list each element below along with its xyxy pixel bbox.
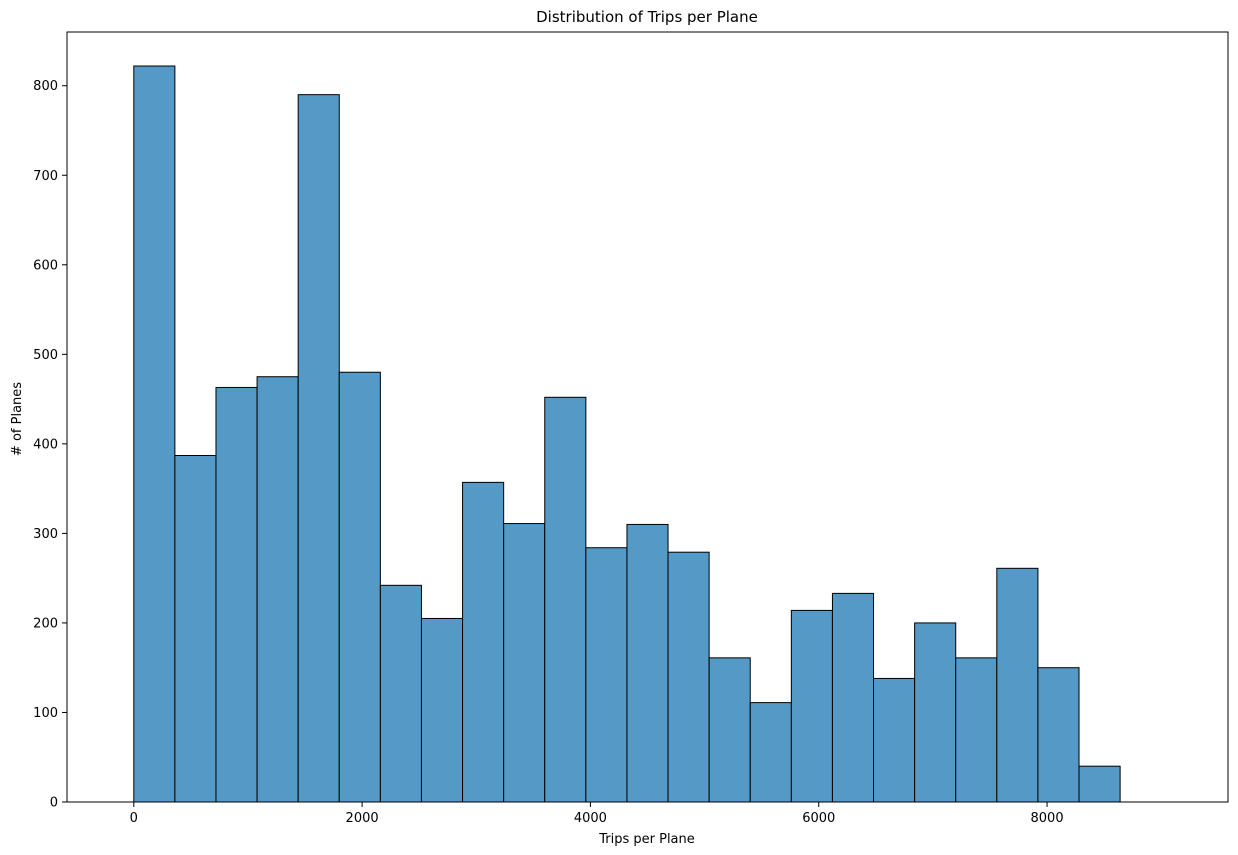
histogram-bar [420,617,464,803]
y-tick-label: 100 [33,706,58,721]
y-tick-label: 800 [33,79,58,94]
histogram-bar [790,609,833,803]
x-tick-label: 4000 [574,811,607,826]
histogram-bar [133,65,176,803]
y-tick-label: 300 [33,527,58,542]
histogram-bar [749,702,792,803]
y-tick-label: 200 [33,616,58,631]
histogram-bar [544,396,587,803]
x-axis-label: Trips per Plane [598,832,695,847]
x-axis: 0 2000 4000 6000 8000 [130,802,1064,826]
histogram-bar [338,371,381,803]
y-tick-label: 500 [33,348,58,363]
x-tick-label: 0 [130,811,138,826]
plot-frame [66,31,1229,803]
histogram-bar [626,523,669,803]
histogram-bar [379,584,422,803]
histogram-bar [503,523,546,803]
histogram-bar [462,481,505,803]
histogram-bar [914,622,957,803]
x-tick-label: 2000 [346,811,379,826]
bars-layer [133,65,1121,803]
histogram-bar [215,386,258,803]
y-tick-label: 0 [50,796,58,811]
histogram-bar [955,657,998,803]
histogram-bar [174,455,217,803]
y-axis-label: # of Planes [10,382,25,456]
histogram-bar [297,94,340,803]
x-tick-label: 8000 [1031,811,1064,826]
histogram-bar [585,547,628,803]
histogram-bar [996,567,1039,803]
x-tick-label: 6000 [802,811,835,826]
y-axis: 0 100 200 300 400 500 600 700 800 [33,79,67,811]
y-tick-label: 400 [33,437,58,452]
chart-title: Distribution of Trips per Plane [536,8,758,26]
histogram-bar [831,592,875,803]
histogram-bar [708,657,751,803]
histogram-bar [1037,667,1080,803]
y-tick-label: 700 [33,169,58,184]
histogram-bar [667,551,710,803]
histogram-bar [256,376,299,803]
histogram-bar [873,677,916,803]
y-tick-label: 600 [33,258,58,273]
histogram-bar [1078,765,1121,803]
